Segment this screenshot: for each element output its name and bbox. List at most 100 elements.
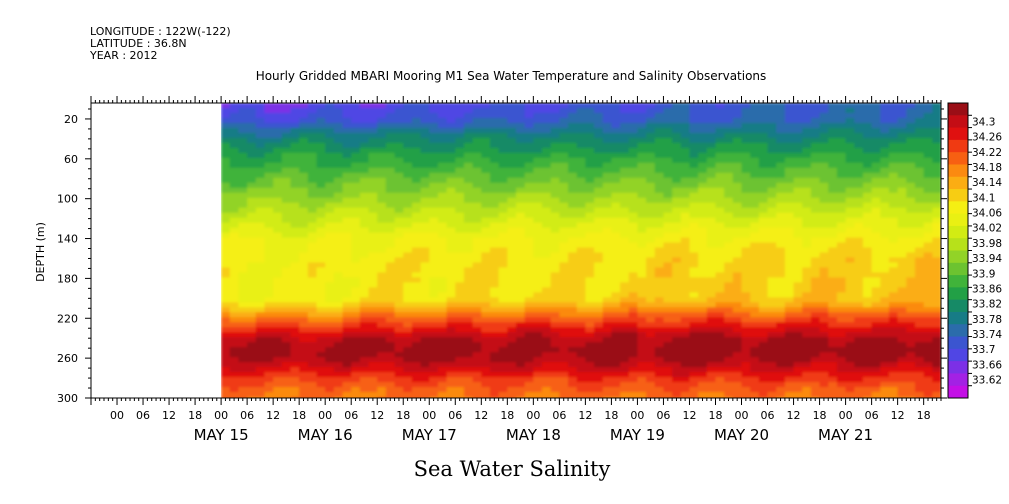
heatmap-cell — [611, 247, 621, 254]
heatmap-cell — [637, 357, 647, 363]
heatmap-cell — [411, 367, 422, 373]
heatmap-cell — [333, 237, 344, 244]
heatmap-cell — [281, 252, 292, 259]
heatmap-cell — [351, 327, 361, 333]
heatmap-cell — [698, 192, 708, 199]
heatmap-cell — [559, 107, 569, 114]
heatmap-cell — [750, 117, 760, 124]
heatmap-cell — [819, 227, 829, 234]
heatmap-cell — [516, 192, 526, 199]
heatmap-cell — [793, 337, 803, 343]
heatmap-cell — [793, 112, 803, 119]
heatmap-cell — [333, 247, 344, 254]
heatmap-cell — [706, 277, 717, 283]
heatmap-cell — [359, 377, 370, 383]
heatmap-cell — [576, 177, 586, 184]
heatmap-cell — [325, 132, 335, 139]
heatmap-cell — [524, 352, 534, 358]
heatmap-cell — [732, 237, 743, 244]
heatmap-cell — [516, 207, 526, 214]
heatmap-cell — [559, 207, 569, 214]
heatmap-cell — [906, 257, 916, 264]
heatmap-cell — [299, 372, 309, 378]
heatmap-cell — [550, 192, 560, 199]
heatmap-cell — [368, 152, 378, 159]
heatmap-cell — [385, 237, 396, 244]
heatmap-cell — [585, 187, 595, 194]
heatmap-cell — [836, 117, 847, 124]
heatmap-cell — [932, 192, 941, 199]
heatmap-cell — [810, 142, 821, 149]
heatmap-cell — [238, 232, 248, 239]
heatmap-cell — [758, 237, 769, 244]
heatmap-cell — [576, 387, 586, 393]
heatmap-cell — [923, 347, 933, 353]
heatmap-cell — [637, 252, 647, 259]
heatmap-cell — [897, 187, 907, 194]
heatmap-cell — [516, 302, 526, 308]
heatmap-cell — [351, 307, 361, 313]
heatmap-cell — [724, 103, 734, 109]
heatmap-cell — [810, 187, 821, 194]
heatmap-cell — [715, 172, 725, 179]
heatmap-cell — [888, 337, 899, 343]
heatmap-cell — [368, 252, 378, 259]
heatmap-cell — [628, 182, 639, 189]
heatmap-cell — [411, 172, 422, 179]
heatmap-cell — [516, 332, 526, 338]
heatmap-cell — [758, 103, 769, 109]
heatmap-cell — [871, 342, 881, 348]
heatmap-cell — [871, 117, 881, 124]
heatmap-cell — [403, 287, 413, 293]
heatmap-cell — [906, 217, 916, 224]
heatmap-cell — [620, 347, 630, 353]
heatmap-cell — [871, 227, 881, 234]
heatmap-cell — [897, 317, 907, 323]
heatmap-cell — [888, 327, 899, 333]
heatmap-cell — [455, 237, 465, 244]
heatmap-cell — [932, 362, 941, 368]
heatmap-cell — [628, 322, 639, 328]
heatmap-cell — [255, 347, 266, 353]
heatmap-cell — [229, 167, 240, 174]
heatmap-cell — [732, 112, 743, 119]
heatmap-cell — [654, 347, 665, 353]
heatmap-cell — [637, 287, 647, 293]
heatmap-cell — [463, 357, 474, 363]
heatmap-cell — [420, 377, 430, 383]
heatmap-cell — [221, 212, 231, 219]
heatmap-cell — [784, 147, 795, 154]
heatmap-cell — [880, 167, 890, 174]
heatmap-cell — [524, 232, 534, 239]
heatmap-cell — [385, 282, 396, 288]
heatmap-cell — [255, 337, 266, 343]
heatmap-cell — [498, 117, 508, 124]
heatmap-cell — [724, 317, 734, 323]
heatmap-cell — [750, 202, 760, 209]
heatmap-cell — [854, 272, 864, 279]
heatmap-cell — [646, 292, 656, 298]
heatmap-cell — [377, 377, 387, 383]
heatmap-cell — [906, 312, 916, 318]
heatmap-cell — [437, 142, 448, 149]
heatmap-cell — [698, 352, 708, 358]
heatmap-cell — [897, 172, 907, 179]
heatmap-cell — [247, 222, 257, 229]
heatmap-cell — [620, 367, 630, 373]
heatmap-cell — [732, 122, 743, 129]
heatmap-cell — [542, 162, 552, 169]
heatmap-cell — [507, 182, 517, 189]
heatmap-cell — [689, 232, 699, 239]
heatmap-cell — [585, 357, 595, 363]
heatmap-cell — [923, 382, 933, 388]
heatmap-cell — [819, 152, 829, 159]
heatmap-cell — [689, 227, 699, 234]
heatmap-cell — [845, 127, 855, 134]
heatmap-cell — [507, 387, 517, 393]
heatmap-cell — [455, 242, 465, 249]
heatmap-cell — [489, 207, 500, 214]
heatmap-cell — [888, 262, 899, 269]
heatmap-cell — [489, 132, 500, 139]
heatmap-cell — [576, 187, 586, 194]
heatmap-cell — [802, 352, 812, 358]
